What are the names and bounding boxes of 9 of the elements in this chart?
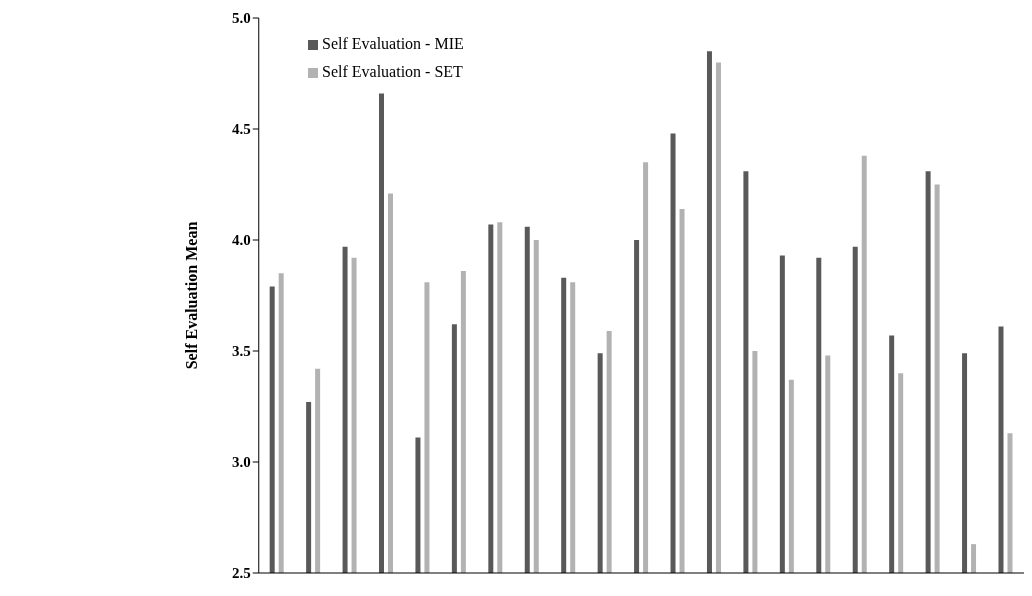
y-tick-label: 4.5 (232, 121, 251, 138)
y-tick-label: 3.0 (232, 454, 251, 471)
y-axis-title: Self Evaluation Mean (183, 221, 201, 370)
y-tick-label: 5.0 (232, 10, 251, 27)
y-tick-label: 3.5 (232, 343, 251, 360)
y-tick-label: 2.5 (232, 565, 251, 582)
y-tick-label: 4.0 (232, 232, 251, 249)
legend-label: Self Evaluation - MIE (322, 35, 464, 52)
legend-label: Self Evaluation - SET (322, 63, 463, 80)
